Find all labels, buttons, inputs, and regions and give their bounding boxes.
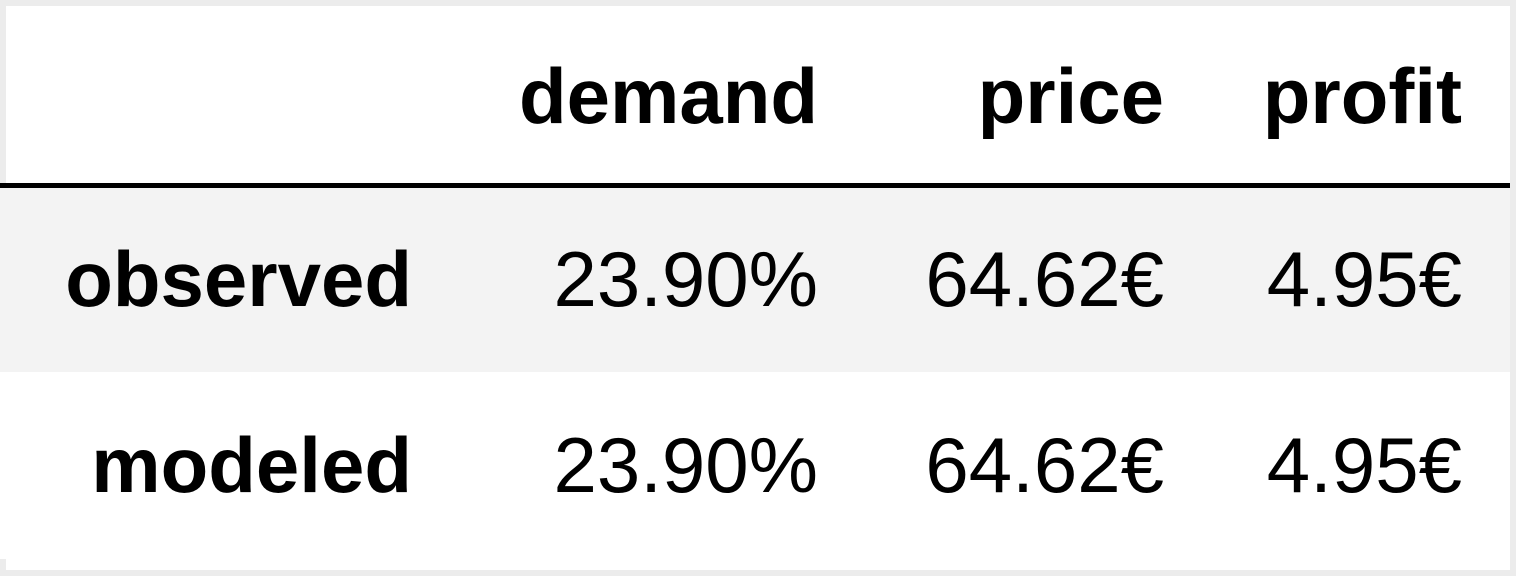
cell-price: 64.62€ [925,421,1164,509]
table-row: modeled 23.90% 64.62€ 4.95€ [0,372,1510,559]
header-row: demand price profit [0,0,1510,188]
cell-profit: 4.95€ [1266,421,1462,509]
table-row: observed 23.90% 64.62€ 4.95€ [0,185,1510,372]
cell-profit: 4.95€ [1266,235,1462,324]
cell-price: 64.62€ [925,235,1164,324]
header-demand: demand [412,0,818,188]
header-price: price [818,0,1164,188]
results-table: demand price profit observed 23.90% 64.6… [0,0,1510,559]
table-body: observed 23.90% 64.62€ 4.95€ modeled 23.… [0,185,1510,559]
row-label-modeled: modeled [91,421,412,509]
table-header: demand price profit [0,0,1510,188]
row-label-observed: observed [65,235,412,324]
cell-demand: 23.90% [553,235,818,324]
cell-demand: 23.90% [553,421,818,509]
header-index-cell [0,0,412,188]
header-profit: profit [1164,0,1510,188]
